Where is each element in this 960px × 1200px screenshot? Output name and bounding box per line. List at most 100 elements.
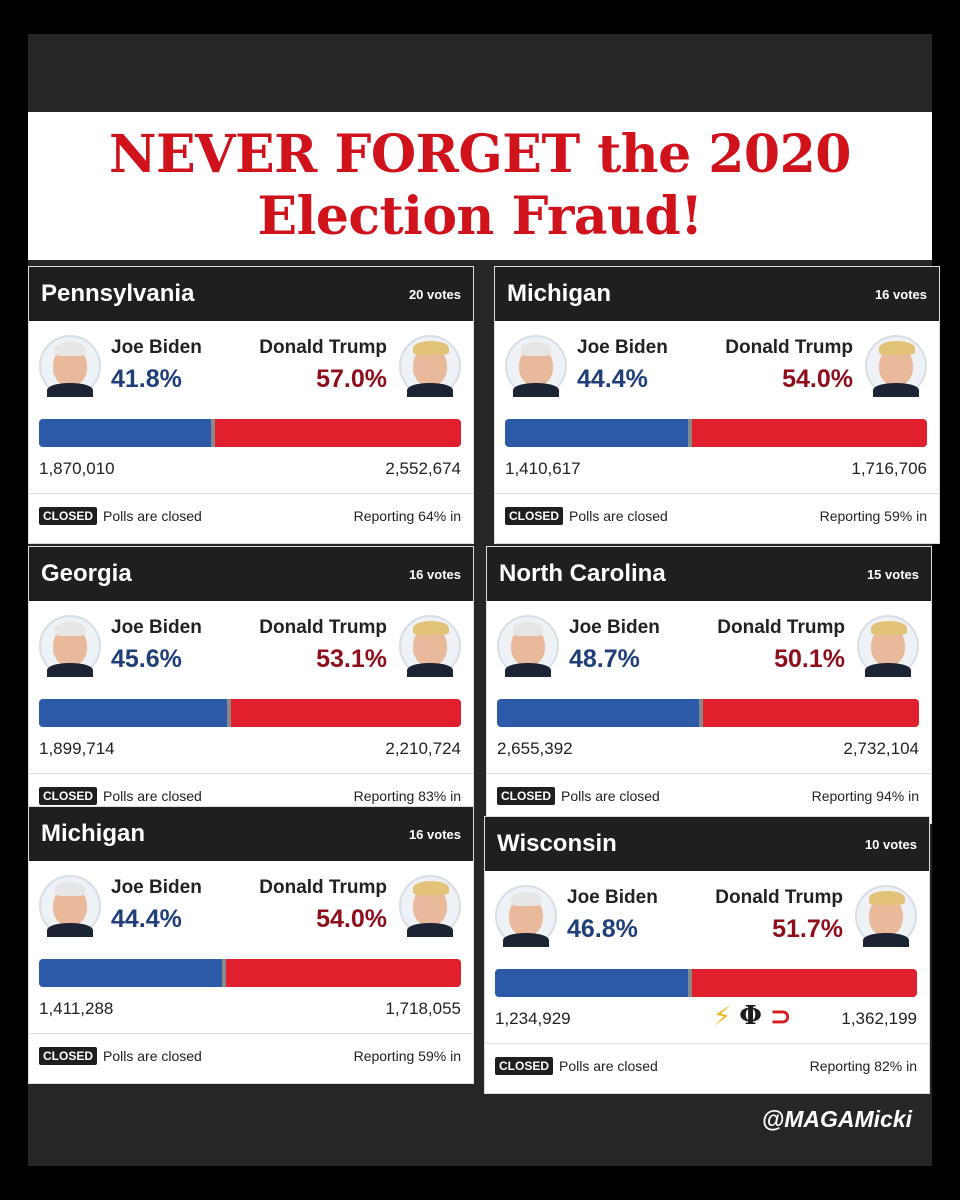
trump-percent: 54.0% bbox=[316, 905, 387, 933]
biden-block: Joe Biden 46.8% bbox=[567, 887, 658, 944]
vote-counts: 1,899,714 2,210,724 bbox=[39, 739, 461, 759]
reporting-status: Reporting 94% in bbox=[811, 788, 919, 804]
biden-avatar bbox=[497, 615, 559, 677]
closed-badge: CLOSED bbox=[39, 1047, 98, 1065]
trump-bar-fill bbox=[702, 699, 919, 727]
biden-block: Joe Biden 44.4% bbox=[111, 877, 202, 934]
state-name: Michigan bbox=[507, 280, 612, 307]
biden-bar-fill bbox=[39, 959, 227, 987]
biden-bar-fill bbox=[39, 699, 232, 727]
title-banner: NEVER FORGET the 2020 Election Fraud! bbox=[28, 112, 932, 260]
vote-share-bar bbox=[39, 699, 461, 727]
divider bbox=[29, 773, 473, 774]
polls-status: Polls are closed bbox=[103, 788, 202, 804]
magnet-icon: ⊃ bbox=[769, 1001, 792, 1031]
trump-percent: 51.7% bbox=[772, 915, 843, 943]
status-row: CLOSED Polls are closed Reporting 64% in bbox=[39, 507, 461, 525]
candidate-row: Joe Biden 48.7% Donald Trump 50.1% bbox=[487, 601, 931, 693]
divider bbox=[29, 493, 473, 494]
state-result-card: Pennsylvania 20 votes Joe Biden 41.8% Do… bbox=[28, 266, 474, 544]
biden-vote-count: 1,899,714 bbox=[39, 739, 115, 758]
trump-vote-count: 1,718,055 bbox=[385, 999, 461, 1018]
biden-percent: 44.4% bbox=[111, 905, 182, 933]
state-result-card: Michigan 16 votes Joe Biden 44.4% Donald… bbox=[28, 806, 474, 1084]
state-result-card: Wisconsin 10 votes Joe Biden 46.8% Donal… bbox=[484, 816, 930, 1094]
biden-block: Joe Biden 44.4% bbox=[577, 337, 668, 394]
status-row: CLOSED Polls are closed Reporting 82% in bbox=[495, 1057, 917, 1075]
state-name: Georgia bbox=[41, 560, 132, 587]
biden-avatar bbox=[39, 615, 101, 677]
biden-vote-count: 1,870,010 bbox=[39, 459, 115, 478]
biden-vote-count: 1,411,288 bbox=[39, 999, 114, 1018]
candidate-row: Joe Biden 44.4% Donald Trump 54.0% bbox=[495, 321, 939, 413]
biden-bar-fill bbox=[39, 419, 216, 447]
biden-block: Joe Biden 45.6% bbox=[111, 617, 202, 674]
lightning-icon: ⚡ bbox=[713, 1001, 732, 1031]
trump-vote-count: 2,732,104 bbox=[843, 739, 919, 758]
trump-name: Donald Trump bbox=[259, 877, 387, 898]
biden-block: Joe Biden 48.7% bbox=[569, 617, 660, 674]
candidate-row: Joe Biden 45.6% Donald Trump 53.1% bbox=[29, 601, 473, 693]
vote-share-bar bbox=[39, 419, 461, 447]
emoji-group: ⚡ Φ ⊃ bbox=[713, 1001, 792, 1031]
card-header: Pennsylvania 20 votes bbox=[29, 267, 473, 321]
biden-avatar bbox=[495, 885, 557, 947]
biden-name: Joe Biden bbox=[577, 337, 668, 358]
vote-share-bar bbox=[495, 969, 917, 997]
divider bbox=[29, 1033, 473, 1034]
electoral-votes: 16 votes bbox=[408, 566, 461, 582]
state-result-card: Georgia 16 votes Joe Biden 45.6% Donald … bbox=[28, 546, 474, 824]
biden-bar-fill bbox=[505, 419, 693, 447]
candidate-row: Joe Biden 44.4% Donald Trump 54.0% bbox=[29, 861, 473, 953]
state-name: Wisconsin bbox=[497, 830, 617, 857]
reporting-status: Reporting 83% in bbox=[353, 788, 461, 804]
biden-vote-count: 1,410,617 bbox=[505, 459, 581, 478]
vote-counts: 2,655,392 2,732,104 bbox=[497, 739, 919, 759]
trump-name: Donald Trump bbox=[715, 887, 843, 908]
electoral-votes: 16 votes bbox=[408, 826, 461, 842]
title-line-2: Election Fraud! bbox=[257, 186, 703, 247]
trump-block: Donald Trump 51.7% bbox=[715, 887, 843, 944]
polls-status: Polls are closed bbox=[103, 508, 202, 524]
reporting-status: Reporting 82% in bbox=[809, 1058, 917, 1074]
trump-avatar bbox=[399, 335, 461, 397]
trump-avatar bbox=[399, 615, 461, 677]
closed-badge: CLOSED bbox=[39, 507, 98, 525]
state-name: Pennsylvania bbox=[41, 280, 195, 307]
trump-percent: 54.0% bbox=[782, 365, 853, 393]
trump-bar-fill bbox=[226, 959, 461, 987]
candidate-row: Joe Biden 41.8% Donald Trump 57.0% bbox=[29, 321, 473, 413]
trump-block: Donald Trump 54.0% bbox=[259, 877, 387, 934]
biden-percent: 45.6% bbox=[111, 645, 182, 673]
vote-share-bar bbox=[505, 419, 927, 447]
trump-block: Donald Trump 50.1% bbox=[717, 617, 845, 674]
biden-name: Joe Biden bbox=[569, 617, 660, 638]
biden-percent: 48.7% bbox=[569, 645, 640, 673]
divider bbox=[485, 1043, 929, 1044]
trump-avatar bbox=[857, 615, 919, 677]
candidate-row: Joe Biden 46.8% Donald Trump 51.7% bbox=[485, 871, 929, 963]
state-name: Michigan bbox=[41, 820, 146, 847]
status-row: CLOSED Polls are closed Reporting 59% in bbox=[39, 1047, 461, 1065]
card-header: Georgia 16 votes bbox=[29, 547, 473, 601]
trump-vote-count: 2,210,724 bbox=[385, 739, 461, 758]
vote-counts: 1,870,010 2,552,674 bbox=[39, 459, 461, 479]
trump-bar-fill bbox=[692, 969, 917, 997]
state-result-card: North Carolina 15 votes Joe Biden 48.7% … bbox=[486, 546, 932, 824]
card-header: Michigan 16 votes bbox=[495, 267, 939, 321]
polls-status: Polls are closed bbox=[559, 1058, 658, 1074]
card-header: North Carolina 15 votes bbox=[487, 547, 931, 601]
state-result-card: Michigan 16 votes Joe Biden 44.4% Donald… bbox=[494, 266, 940, 544]
biden-avatar bbox=[39, 875, 101, 937]
biden-name: Joe Biden bbox=[111, 877, 202, 898]
electoral-votes: 15 votes bbox=[866, 566, 919, 582]
trump-vote-count: 2,552,674 bbox=[385, 459, 461, 478]
biden-avatar bbox=[39, 335, 101, 397]
trump-name: Donald Trump bbox=[725, 337, 853, 358]
divider bbox=[495, 493, 939, 494]
divider bbox=[487, 773, 931, 774]
biden-name: Joe Biden bbox=[111, 337, 202, 358]
trump-avatar bbox=[865, 335, 927, 397]
biden-name: Joe Biden bbox=[111, 617, 202, 638]
author-handle: @MAGAMicki bbox=[761, 1106, 912, 1132]
